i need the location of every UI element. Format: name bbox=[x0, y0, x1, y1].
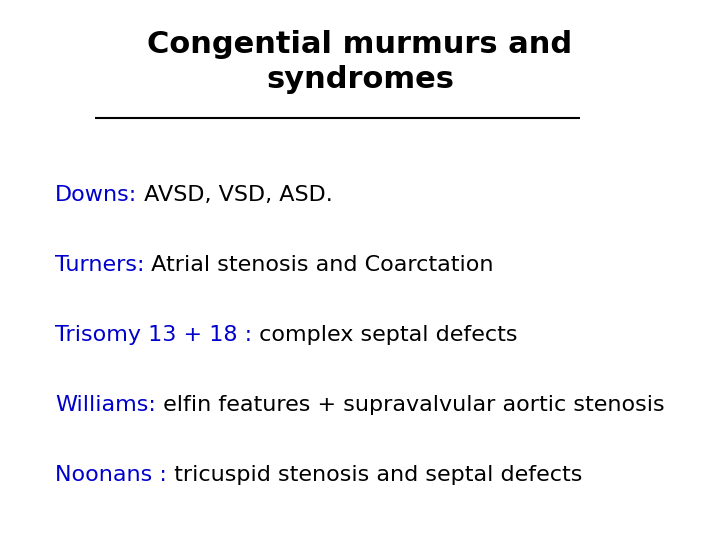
Text: elfin features + supravalvular aortic stenosis: elfin features + supravalvular aortic st… bbox=[156, 395, 665, 415]
Text: Williams:: Williams: bbox=[55, 395, 156, 415]
Text: complex septal defects: complex septal defects bbox=[252, 325, 518, 345]
Text: Downs:: Downs: bbox=[55, 185, 138, 205]
Text: Congential murmurs and
syndromes: Congential murmurs and syndromes bbox=[148, 30, 572, 94]
Text: Noonans :: Noonans : bbox=[55, 465, 167, 485]
Text: Atrial stenosis and Coarctation: Atrial stenosis and Coarctation bbox=[145, 255, 494, 275]
Text: tricuspid stenosis and septal defects: tricuspid stenosis and septal defects bbox=[167, 465, 582, 485]
Text: Trisomy 13 + 18 :: Trisomy 13 + 18 : bbox=[55, 325, 252, 345]
Text: Turners:: Turners: bbox=[55, 255, 145, 275]
Text: AVSD, VSD, ASD.: AVSD, VSD, ASD. bbox=[138, 185, 333, 205]
